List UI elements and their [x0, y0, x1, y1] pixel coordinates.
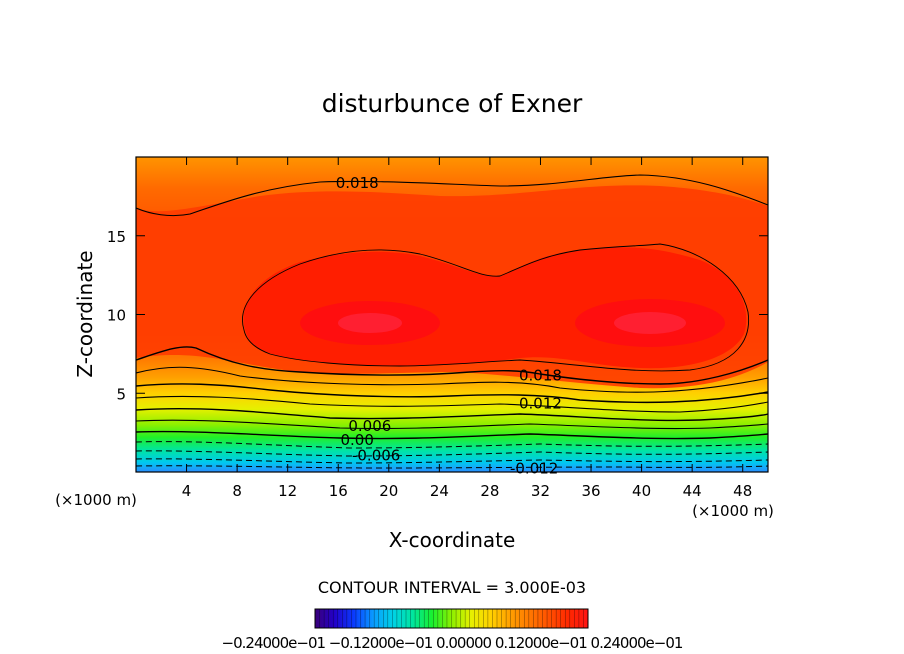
y-axis-label: Z-coordinate [73, 250, 97, 377]
x-tick-label: 36 [581, 482, 600, 500]
x-tick-label: 28 [480, 482, 499, 500]
contour-line-m006 [136, 450, 768, 457]
contour-label: 0.00 [340, 431, 373, 449]
max-center-right [614, 312, 686, 334]
contour-label: -0.012 [510, 459, 558, 477]
x-tick-label: 48 [733, 482, 752, 500]
contour-line-inner [242, 243, 750, 372]
contour-label: 0.006 [348, 417, 391, 435]
colorbar-frame [314, 608, 589, 629]
contour-line-m003 [136, 441, 768, 449]
y-axis-ticks: 5 10 15 [107, 228, 768, 403]
colorbar [314, 608, 589, 629]
contour-line-006 [136, 408, 768, 422]
max-center-left [338, 313, 402, 333]
contour-line-009 [136, 395, 768, 413]
chart-title: disturbunce of Exner [322, 89, 583, 118]
contour-label: 0.018 [336, 174, 379, 192]
contour-label: 0.018 [519, 366, 562, 384]
x-tick-label: 16 [329, 482, 348, 500]
y-tick-label: 5 [116, 385, 126, 403]
colorbar-divisions [319, 609, 584, 628]
contour-line-000 [136, 430, 768, 440]
x-tick-label: 4 [182, 482, 192, 500]
contour-label: 0.012 [519, 395, 562, 413]
x-tick-label: 44 [683, 482, 702, 500]
contour-label: -0.006 [352, 447, 400, 465]
plot-area [136, 157, 768, 472]
x-tick-label: 12 [278, 482, 297, 500]
x-tick-label: 24 [430, 482, 449, 500]
negative-contour-lines [136, 441, 768, 469]
x-unit-left: (×1000 m) [55, 491, 137, 509]
x-axis-ticks: 4 8 12 16 20 24 28 32 36 40 44 48 [182, 157, 752, 500]
contour-line-018-low [136, 346, 768, 385]
y-tick-label: 15 [107, 228, 126, 246]
x-tick-label: 8 [232, 482, 242, 500]
contour-line-015 [136, 366, 768, 393]
x-tick-label: 32 [531, 482, 550, 500]
x-tick-label: 20 [379, 482, 398, 500]
x-axis-label: X-coordinate [389, 528, 516, 552]
y-tick-label: 10 [107, 307, 126, 325]
contour-interval-text: CONTOUR INTERVAL = 3.000E-03 [318, 578, 586, 597]
contour-line-003 [136, 419, 768, 430]
contour-lines [136, 174, 768, 440]
contour-line-m009 [136, 458, 768, 464]
contour-line-top [136, 174, 768, 217]
contour-line-m012 [136, 465, 768, 469]
x-unit-right: (×1000 m) [692, 502, 774, 520]
x-tick-label: 40 [632, 482, 651, 500]
contour-line-012 [136, 383, 768, 404]
colorbar-tick-labels: −0.24000e−01 −0.12000e−01 0.00000 0.1200… [222, 634, 683, 652]
